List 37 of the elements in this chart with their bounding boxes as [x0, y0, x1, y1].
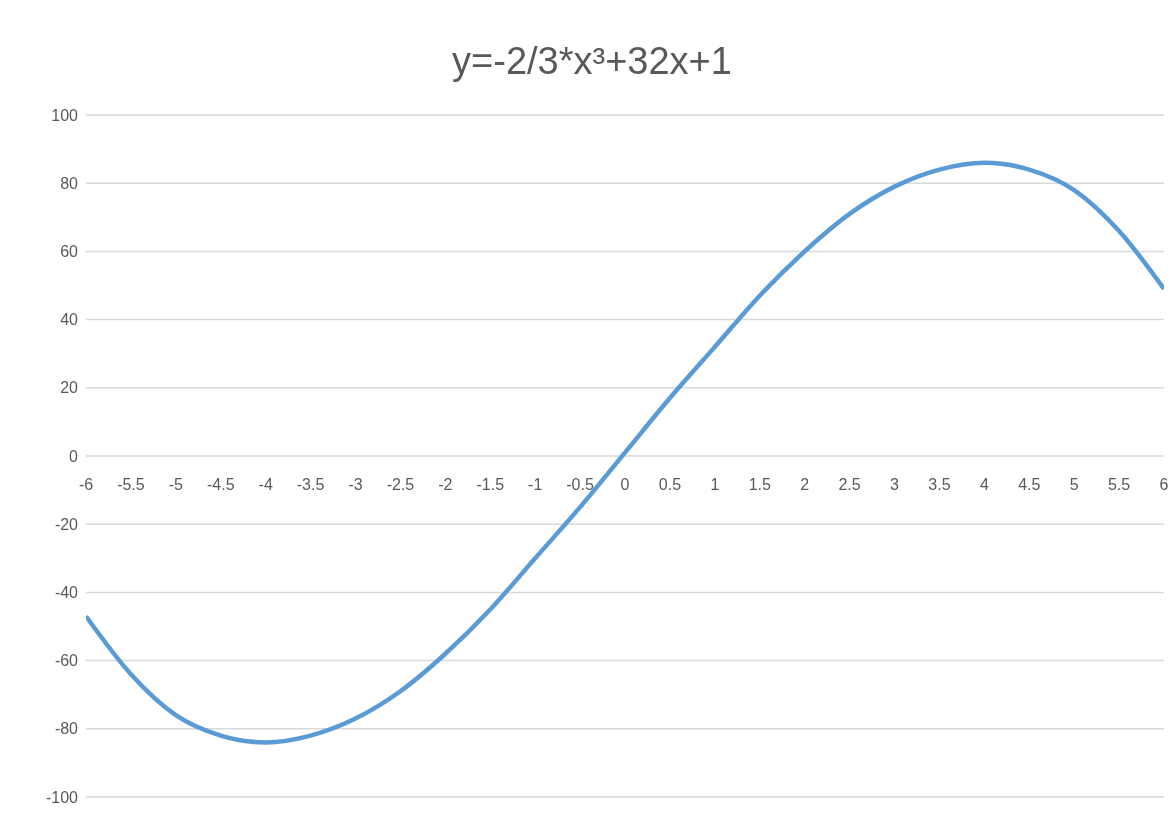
x-tick-label: 3 — [890, 476, 900, 493]
x-tick-label: 0.5 — [658, 476, 682, 493]
y-tick-label: -40 — [54, 584, 79, 602]
x-tick-label: 6 — [1159, 476, 1169, 493]
x-tick-label: 5 — [1069, 476, 1079, 493]
y-tick-label: 100 — [51, 106, 79, 124]
y-tick-label: 40 — [60, 311, 79, 329]
y-tick-label: -20 — [54, 515, 79, 533]
x-tick-label: -4 — [258, 476, 273, 493]
x-tick-label: -4.5 — [206, 476, 235, 493]
x-tick-label: -1 — [528, 476, 543, 493]
x-tick-label: 1.5 — [748, 476, 771, 493]
y-tick-label: 80 — [60, 174, 79, 192]
x-tick-label: -2.5 — [386, 476, 415, 493]
x-tick-label: 3.5 — [928, 476, 951, 493]
x-tick-label: 0 — [620, 476, 630, 493]
y-tick-label: -60 — [54, 652, 79, 670]
x-tick-label: -2 — [438, 476, 453, 493]
y-tick-label: -80 — [54, 720, 79, 738]
x-tick-label: 5.5 — [1107, 476, 1131, 493]
x-tick-label: -0.5 — [566, 476, 594, 493]
y-tick-label: -100 — [45, 788, 79, 806]
chart-title: y=-2/3*x³+32x+1 — [451, 40, 733, 83]
y-tick-label: 0 — [69, 447, 79, 465]
x-tick-label: 4 — [979, 476, 989, 493]
x-tick-label: -5.5 — [117, 476, 145, 493]
x-tick-label: 2.5 — [838, 476, 861, 493]
x-tick-label: -3.5 — [296, 476, 325, 493]
y-tick-label: 60 — [60, 243, 79, 261]
x-tick-label: -3 — [348, 476, 363, 493]
x-tick-label: -6 — [78, 476, 94, 493]
y-tick-label: 20 — [60, 379, 79, 397]
x-tick-label: 1 — [710, 476, 720, 493]
x-tick-label: -1.5 — [476, 476, 505, 493]
x-tick-label: 2 — [800, 476, 810, 493]
x-tick-label: -5 — [168, 476, 184, 493]
x-tick-label: 4.5 — [1018, 476, 1041, 493]
